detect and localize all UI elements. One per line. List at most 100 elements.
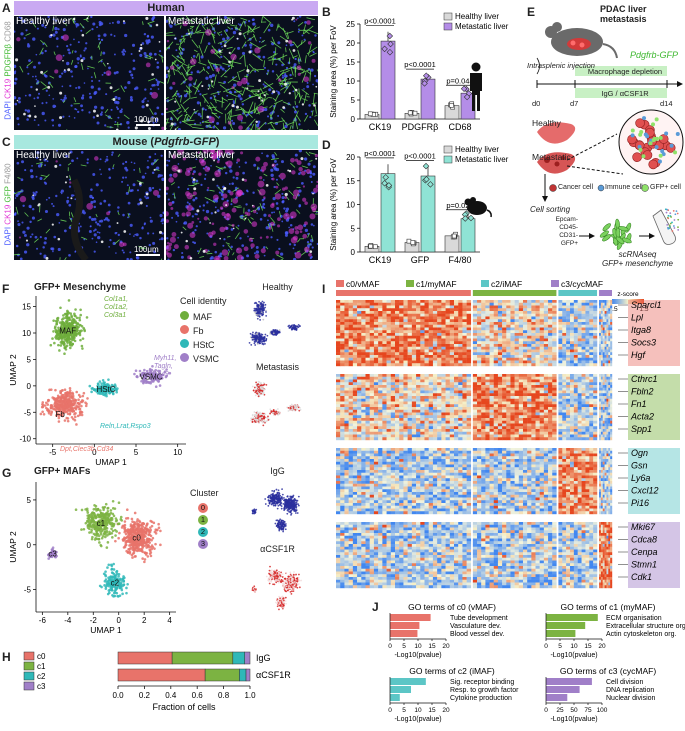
umap-point bbox=[68, 338, 72, 341]
umap-point bbox=[41, 410, 44, 414]
umap-point bbox=[71, 392, 75, 396]
umap-point bbox=[262, 393, 264, 396]
fibre-mark bbox=[280, 108, 285, 113]
ck19-mark bbox=[231, 223, 235, 227]
fibre-mark bbox=[314, 114, 318, 117]
ck19-mark bbox=[187, 222, 194, 229]
nucleus-mark bbox=[236, 161, 238, 164]
nucleus-mark bbox=[99, 202, 103, 205]
umap-point bbox=[54, 319, 58, 323]
umap-point bbox=[149, 381, 152, 385]
nucleus-mark bbox=[239, 237, 242, 240]
nucleus-mark bbox=[265, 226, 269, 230]
marker-dot bbox=[228, 51, 231, 54]
ck19-mark bbox=[197, 151, 200, 154]
umap-point bbox=[74, 308, 77, 311]
nucleus-mark bbox=[75, 87, 78, 89]
umap-point bbox=[60, 341, 64, 345]
fibre-mark bbox=[261, 39, 266, 43]
fibre-mark bbox=[181, 72, 187, 81]
fibre-mark bbox=[145, 57, 151, 60]
nucleus-mark bbox=[275, 90, 278, 92]
nucleus-mark bbox=[52, 33, 56, 37]
data-point bbox=[461, 211, 469, 218]
fibre-mark bbox=[211, 111, 220, 119]
umap-point bbox=[67, 394, 71, 398]
nucleus-mark bbox=[109, 22, 111, 25]
fibre-mark bbox=[230, 24, 236, 27]
nucleus-mark bbox=[237, 224, 240, 227]
nucleus-mark bbox=[245, 189, 249, 192]
nucleus-mark bbox=[157, 194, 161, 198]
stain-pdgfrb: PDGFRβ bbox=[3, 43, 13, 77]
nucleus-mark bbox=[36, 27, 39, 30]
fibre-mark bbox=[221, 96, 223, 108]
fibre-mark bbox=[87, 65, 95, 69]
nucleus-mark bbox=[171, 216, 174, 219]
nucleus-mark bbox=[151, 171, 155, 174]
data-point bbox=[381, 179, 388, 187]
umap-point bbox=[75, 423, 78, 426]
marker-dot bbox=[187, 153, 190, 156]
nucleus-mark bbox=[42, 42, 45, 46]
ck19-mark bbox=[169, 65, 175, 70]
umap-point bbox=[275, 412, 278, 415]
umap-point bbox=[63, 337, 66, 341]
nucleus-mark bbox=[266, 69, 270, 72]
fibre-mark bbox=[244, 54, 246, 67]
sequencing-dot bbox=[667, 217, 670, 220]
y-tick-label: 25 bbox=[346, 20, 355, 29]
fibre-mark bbox=[48, 82, 54, 88]
immune-cell-mark bbox=[657, 159, 662, 164]
marker-dot bbox=[294, 88, 298, 92]
nucleus-mark bbox=[103, 199, 107, 203]
marker-dot bbox=[40, 70, 44, 74]
immune-cell-mark bbox=[630, 133, 635, 138]
nucleus-mark bbox=[157, 88, 160, 90]
umap-point bbox=[57, 343, 60, 347]
umap-point bbox=[128, 548, 131, 551]
umap-point bbox=[133, 372, 136, 376]
nucleus-mark bbox=[224, 69, 227, 72]
fibre-mark bbox=[259, 202, 264, 211]
umap-point bbox=[144, 375, 148, 379]
hstc-genes: Reln,Lrat,Rspo3 bbox=[100, 423, 151, 430]
ck19-mark bbox=[200, 160, 207, 166]
umap-point bbox=[256, 312, 259, 315]
ck19-mark bbox=[241, 77, 248, 85]
umap-point bbox=[257, 414, 260, 417]
fibre-mark bbox=[207, 126, 213, 129]
ck19-mark bbox=[236, 80, 243, 87]
nucleus-mark bbox=[166, 66, 169, 70]
nucleus-mark bbox=[303, 157, 308, 161]
x-axis-label: UMAP 1 bbox=[90, 625, 122, 635]
fibre-mark bbox=[248, 25, 255, 33]
nucleus-mark bbox=[23, 20, 26, 23]
fibre-mark bbox=[311, 110, 314, 116]
nucleus-mark bbox=[130, 73, 134, 77]
ck19-mark bbox=[171, 232, 177, 237]
umap-point bbox=[262, 337, 265, 340]
fibre-mark bbox=[197, 247, 202, 255]
nucleus-mark bbox=[158, 50, 162, 53]
nucleus-mark bbox=[139, 236, 142, 240]
umap-point bbox=[255, 415, 258, 418]
fibre-mark bbox=[207, 59, 214, 72]
nucleus-mark bbox=[44, 236, 48, 240]
nucleus-mark bbox=[129, 251, 132, 254]
fibre-mark bbox=[293, 110, 299, 122]
ck19-mark bbox=[215, 150, 221, 157]
marker-dot bbox=[54, 164, 58, 168]
fibre-mark bbox=[304, 55, 307, 64]
umap-point bbox=[254, 341, 256, 343]
nucleus-mark bbox=[86, 161, 89, 164]
marker-dot bbox=[223, 187, 227, 191]
umap-point bbox=[69, 346, 72, 350]
fibre-mark bbox=[166, 31, 173, 34]
umap-point bbox=[287, 406, 290, 409]
umap-point bbox=[66, 419, 70, 423]
sequencing-dot bbox=[667, 214, 670, 217]
nucleus-mark bbox=[91, 80, 94, 83]
nucleus-mark bbox=[193, 170, 196, 174]
fibre-mark bbox=[234, 27, 242, 31]
